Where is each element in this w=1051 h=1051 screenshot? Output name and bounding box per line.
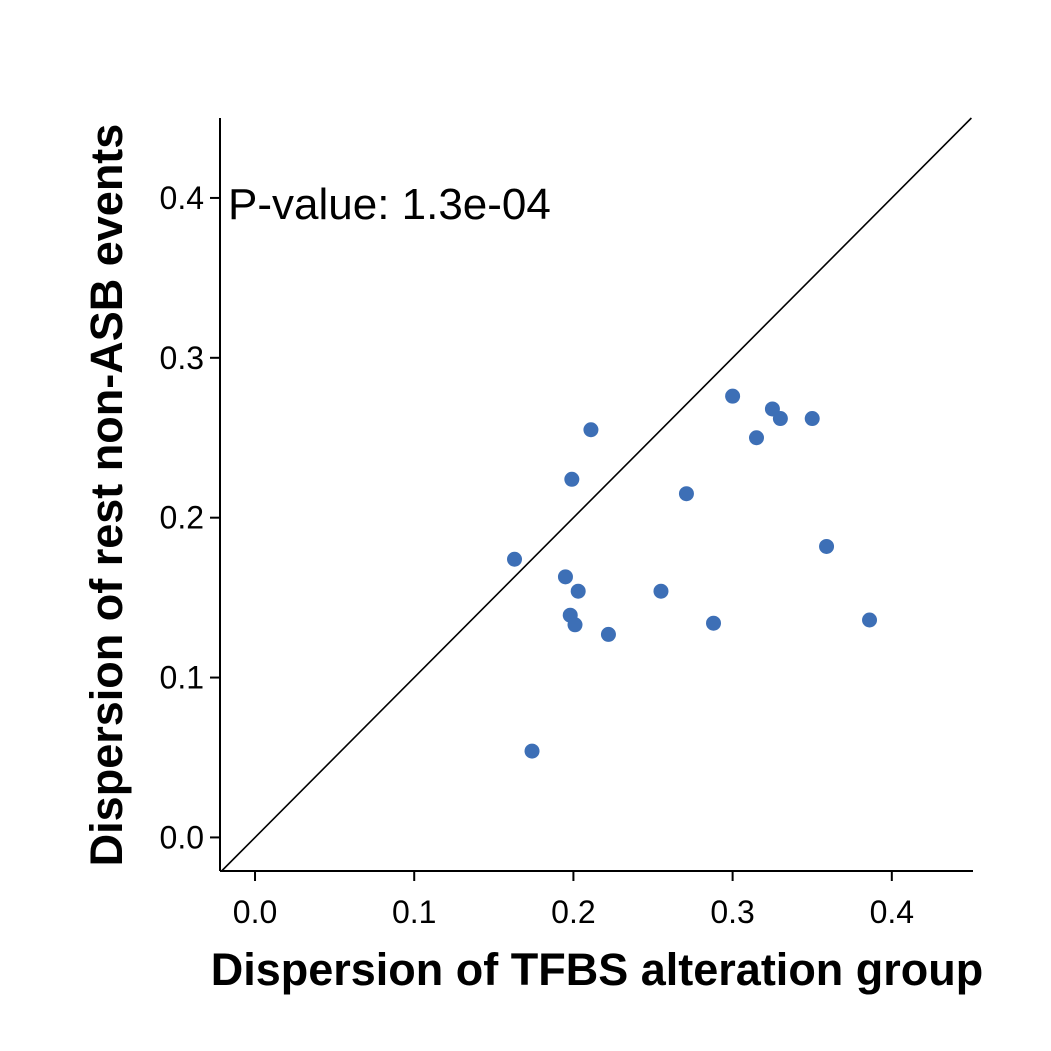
data-point [653, 583, 669, 599]
y-axis-title: Dispersion of rest non-ASB events [81, 124, 132, 867]
p-value-annotation: P-value: 1.3e-04 [228, 180, 551, 229]
x-tick-label: 0.2 [551, 894, 595, 930]
data-points [507, 388, 878, 759]
data-point [570, 583, 586, 599]
y-axis-ticks: 0.0 0.1 0.2 0.3 0.4 [160, 180, 220, 855]
data-point [557, 569, 573, 585]
data-point [600, 626, 616, 642]
data-point [804, 411, 820, 427]
data-point [725, 388, 741, 404]
data-point [678, 486, 694, 502]
y-tick-label: 0.0 [160, 819, 204, 855]
data-point [819, 538, 835, 554]
x-tick-label: 0.4 [870, 894, 914, 930]
y-tick-label: 0.1 [160, 660, 204, 696]
x-tick-label: 0.1 [392, 894, 436, 930]
identity-reference-line [221, 117, 972, 872]
data-point [524, 743, 540, 759]
x-tick-label: 0.0 [233, 894, 277, 930]
y-tick-label: 0.2 [160, 500, 204, 536]
data-point [748, 430, 764, 446]
data-point [862, 612, 878, 628]
data-point [772, 411, 788, 427]
y-tick-label: 0.4 [160, 180, 204, 216]
x-axis-ticks: 0.0 0.1 0.2 0.3 0.4 [233, 871, 914, 930]
data-point [567, 617, 583, 633]
data-point [583, 422, 599, 438]
x-tick-label: 0.3 [710, 894, 754, 930]
data-point [507, 551, 523, 567]
x-axis-title: Dispersion of TFBS alteration group [211, 944, 984, 995]
y-tick-label: 0.3 [160, 340, 204, 376]
data-point [706, 615, 722, 631]
data-point [564, 471, 580, 487]
